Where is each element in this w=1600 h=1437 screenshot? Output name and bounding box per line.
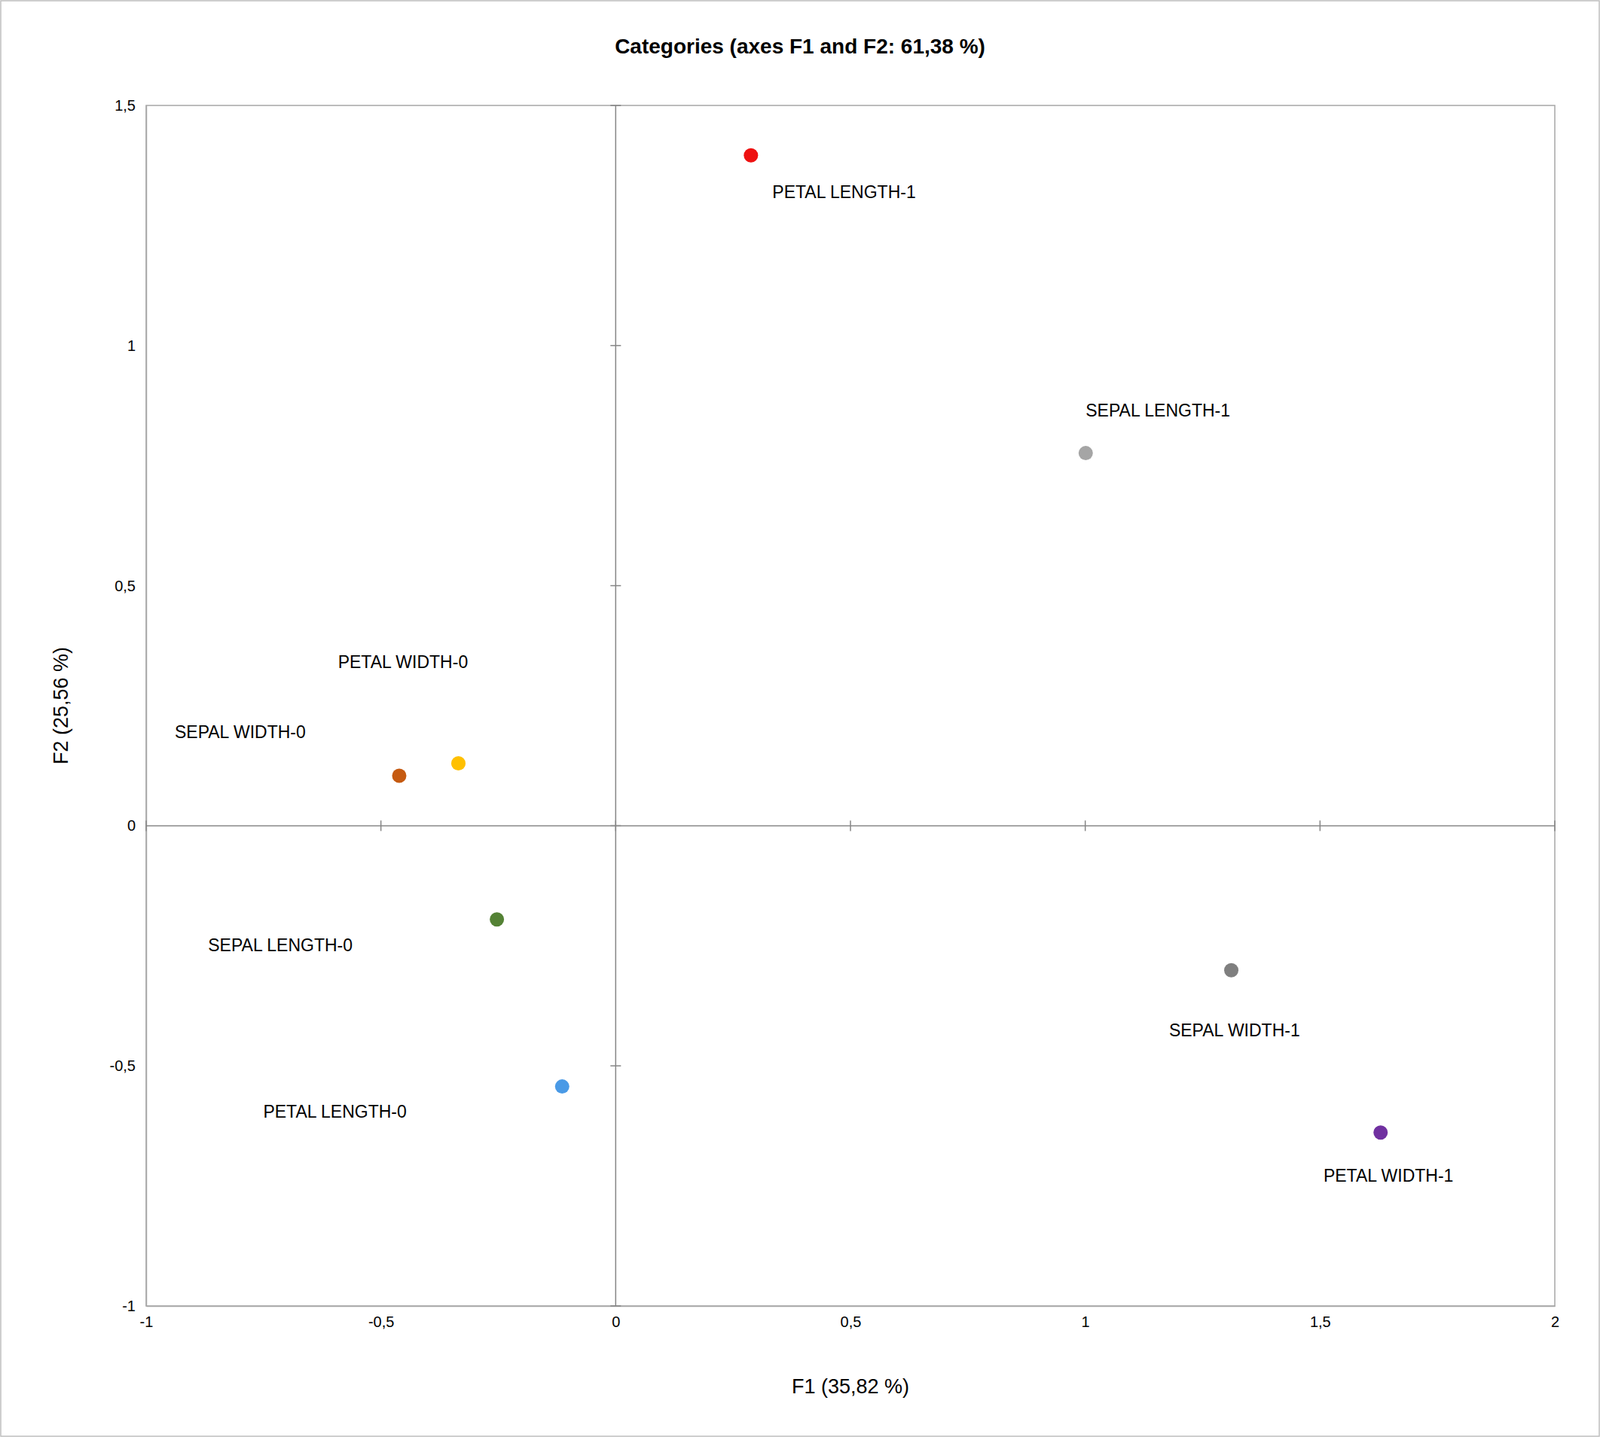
y-axis-line: [146, 106, 148, 1307]
x-axis-title: F1 (35,82 %): [791, 1375, 910, 1399]
points: [391, 148, 1388, 1141]
y-tick: 0,5: [114, 577, 147, 595]
x-centre-tick: [849, 820, 852, 831]
point-labels: PETAL LENGTH-1 SEPAL LENGTH-1 PETAL WIDTH-…: [174, 182, 1454, 1186]
y-tick: 1,5: [114, 97, 147, 114]
point: [1078, 445, 1094, 461]
y-tick-label: 0: [127, 817, 136, 834]
y-tick: -1: [122, 1297, 147, 1315]
x-tick: 2: [1551, 1306, 1560, 1331]
point-label: PETAL WIDTH-0: [338, 652, 469, 672]
y-tick: 1: [127, 337, 147, 355]
y-tick: -0,5: [109, 1057, 147, 1075]
chart: -1 -0,5 0 0,5 1 1,5 -1 -0,5 0 0,5 1 1,5 2 PETAL LENGT…: [0, 0, 1600, 1437]
point: [451, 756, 466, 771]
point-label: SEPAL WIDTH-0: [174, 722, 306, 742]
point: [1224, 963, 1239, 978]
y-centre-tick: [610, 345, 621, 347]
vertical-zero-line: [615, 105, 617, 1307]
y-centre-tick: [610, 1065, 621, 1067]
point-label: SEPAL LENGTH-0: [207, 935, 353, 956]
x-tick: 0,5: [840, 1306, 862, 1331]
point-label: PETAL LENGTH-1: [772, 182, 916, 202]
x-centre-tick: [1554, 820, 1556, 831]
x-tick-label: 1,5: [1309, 1313, 1332, 1331]
x-centre-tick: [1319, 820, 1322, 831]
x-axis: -1 -0,5 0 0,5 1 1,5 2: [140, 1306, 1560, 1331]
x-centre-tick: [615, 820, 617, 831]
centre-axes: [146, 105, 1555, 1307]
point: [391, 769, 407, 784]
x-tick: -1: [140, 1306, 154, 1331]
point-label: SEPAL WIDTH-1: [1169, 1020, 1301, 1041]
x-centre-tick: [145, 820, 147, 831]
y-tick-label: -1: [122, 1297, 136, 1315]
x-tick-label: 2: [1551, 1313, 1560, 1331]
y-centre-tick: [610, 104, 621, 107]
plot-frame: [146, 105, 1555, 1307]
x-centre-tick: [1084, 820, 1087, 831]
y-centre-tick: [610, 585, 621, 587]
y-axis: -1 -0,5 0 0,5 1 1,5: [109, 97, 147, 1315]
x-tick-label: -1: [140, 1313, 154, 1331]
x-tick-label: 0,5: [840, 1313, 862, 1331]
point: [743, 148, 758, 163]
x-axis-line: [146, 1306, 1556, 1308]
x-tick: 1,5: [1309, 1306, 1332, 1331]
point-label: SEPAL LENGTH-1: [1085, 400, 1231, 421]
y-tick-label: -0,5: [109, 1057, 136, 1075]
x-tick-label: -0,5: [368, 1313, 394, 1331]
x-centre-tick: [380, 820, 382, 831]
x-tick: -0,5: [368, 1306, 394, 1331]
y-tick-label: 1: [127, 337, 136, 355]
chart-border: [0, 0, 1600, 1437]
y-tick-label: 0,5: [114, 577, 136, 595]
x-tick: 0: [611, 1306, 620, 1331]
x-tick-label: 1: [1081, 1313, 1091, 1331]
y-tick: 0: [127, 817, 147, 834]
point: [555, 1079, 570, 1094]
point: [489, 912, 504, 927]
x-tick-label: 0: [611, 1313, 620, 1331]
x-tick: 1: [1081, 1306, 1091, 1331]
chart-title: Categories (axes F1 and F2: 61,38 %): [614, 34, 986, 59]
point: [1373, 1125, 1388, 1140]
point-label: PETAL WIDTH-1: [1323, 1166, 1454, 1186]
y-axis-title: F2 (25,56 %): [49, 647, 73, 765]
y-centre-tick: [610, 1305, 621, 1307]
point-label: PETAL LENGTH-0: [262, 1102, 407, 1122]
y-tick-label: 1,5: [114, 97, 136, 114]
